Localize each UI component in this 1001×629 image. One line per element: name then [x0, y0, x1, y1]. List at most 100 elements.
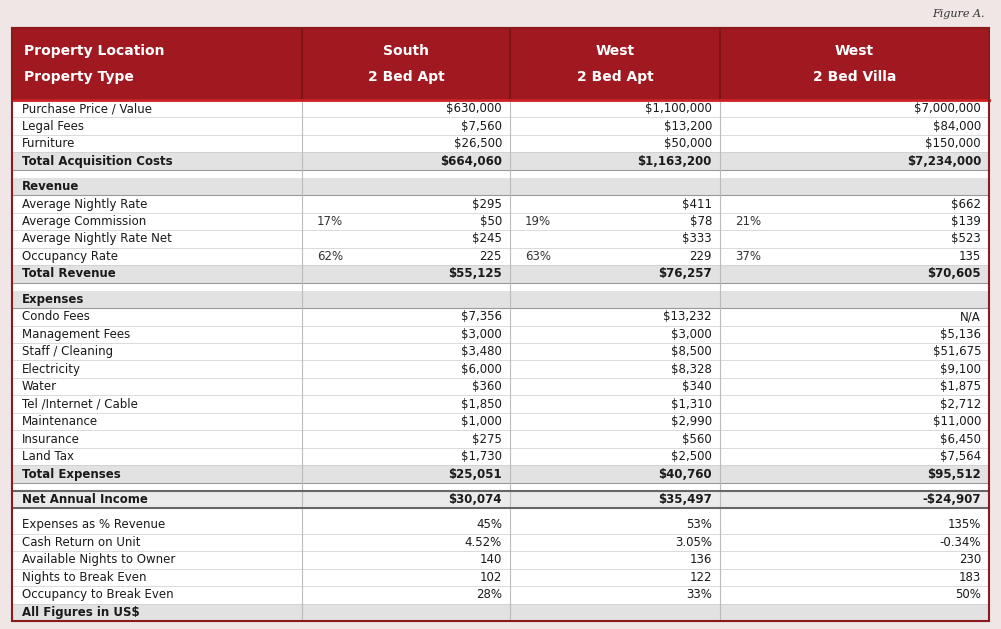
- Text: 136: 136: [690, 554, 712, 566]
- Text: $1,100,000: $1,100,000: [645, 103, 712, 115]
- Text: $25,051: $25,051: [448, 467, 502, 481]
- Bar: [12, 533, 989, 551]
- Bar: [12, 100, 989, 621]
- Bar: [12, 326, 989, 343]
- Text: 3.05%: 3.05%: [675, 536, 712, 549]
- Text: Legal Fees: Legal Fees: [22, 120, 84, 133]
- Text: $26,500: $26,500: [453, 137, 502, 150]
- Text: $664,060: $664,060: [440, 155, 502, 168]
- Text: $245: $245: [472, 233, 502, 245]
- Bar: [12, 343, 989, 360]
- Text: $40,760: $40,760: [659, 467, 712, 481]
- Text: $3,000: $3,000: [672, 328, 712, 341]
- Text: $1,875: $1,875: [940, 380, 981, 393]
- Text: $295: $295: [472, 198, 502, 211]
- Text: $7,560: $7,560: [461, 120, 502, 133]
- Bar: [12, 265, 989, 282]
- Text: Total Acquisition Costs: Total Acquisition Costs: [22, 155, 172, 168]
- Text: Expenses as % Revenue: Expenses as % Revenue: [22, 518, 165, 532]
- Text: West: West: [596, 44, 635, 58]
- Text: $523: $523: [951, 233, 981, 245]
- Text: $11,000: $11,000: [933, 415, 981, 428]
- Text: 2 Bed Villa: 2 Bed Villa: [813, 70, 896, 84]
- Text: $360: $360: [472, 380, 502, 393]
- Bar: [12, 378, 989, 396]
- Text: Revenue: Revenue: [22, 180, 79, 193]
- Bar: [12, 118, 989, 135]
- Text: $5,136: $5,136: [940, 328, 981, 341]
- Text: $6,450: $6,450: [940, 433, 981, 446]
- Text: Purchase Price / Value: Purchase Price / Value: [22, 103, 152, 115]
- Text: Nights to Break Even: Nights to Break Even: [22, 571, 146, 584]
- Bar: [12, 603, 989, 621]
- Text: $55,125: $55,125: [448, 267, 502, 281]
- Text: $7,000,000: $7,000,000: [914, 103, 981, 115]
- Text: 140: 140: [479, 554, 502, 566]
- Bar: [12, 195, 989, 213]
- Bar: [12, 413, 989, 430]
- Text: Average Commission: Average Commission: [22, 215, 146, 228]
- Bar: [12, 230, 989, 248]
- Text: Property Location: Property Location: [24, 44, 164, 58]
- Text: 122: 122: [690, 571, 712, 584]
- Bar: [12, 551, 989, 569]
- Bar: [0, 0, 1001, 28]
- Text: 62%: 62%: [317, 250, 343, 263]
- Bar: [12, 465, 989, 483]
- Text: $1,850: $1,850: [461, 398, 502, 411]
- Text: 2 Bed Apt: 2 Bed Apt: [577, 70, 654, 84]
- Bar: [12, 248, 989, 265]
- Text: Occupancy to Break Even: Occupancy to Break Even: [22, 588, 173, 601]
- Text: $8,500: $8,500: [672, 345, 712, 359]
- Text: $8,328: $8,328: [671, 363, 712, 376]
- Text: $76,257: $76,257: [659, 267, 712, 281]
- Bar: [12, 308, 989, 326]
- Text: 102: 102: [479, 571, 502, 584]
- Text: Expenses: Expenses: [22, 293, 84, 306]
- Text: $7,356: $7,356: [461, 310, 502, 323]
- Text: 230: 230: [959, 554, 981, 566]
- Text: Figure A.: Figure A.: [933, 9, 985, 19]
- Text: 19%: 19%: [525, 215, 552, 228]
- Text: $7,564: $7,564: [940, 450, 981, 463]
- Text: Occupancy Rate: Occupancy Rate: [22, 250, 118, 263]
- Text: 135%: 135%: [948, 518, 981, 532]
- Text: 4.52%: 4.52%: [464, 536, 502, 549]
- Text: $50,000: $50,000: [664, 137, 712, 150]
- Text: $1,000: $1,000: [461, 415, 502, 428]
- Text: 21%: 21%: [735, 215, 761, 228]
- Text: West: West: [835, 44, 874, 58]
- Text: 33%: 33%: [686, 588, 712, 601]
- Bar: [12, 135, 989, 152]
- Text: Average Nightly Rate: Average Nightly Rate: [22, 198, 147, 211]
- Text: $340: $340: [683, 380, 712, 393]
- Text: South: South: [383, 44, 429, 58]
- Text: $662: $662: [951, 198, 981, 211]
- Bar: [12, 448, 989, 465]
- Text: N/A: N/A: [960, 310, 981, 323]
- Text: $1,163,200: $1,163,200: [638, 155, 712, 168]
- Text: $9,100: $9,100: [940, 363, 981, 376]
- Text: Water: Water: [22, 380, 57, 393]
- Text: Average Nightly Rate Net: Average Nightly Rate Net: [22, 233, 172, 245]
- Text: $6,000: $6,000: [461, 363, 502, 376]
- Text: $95,512: $95,512: [927, 467, 981, 481]
- Text: Insurance: Insurance: [22, 433, 80, 446]
- Text: 183: 183: [959, 571, 981, 584]
- Text: $35,497: $35,497: [659, 493, 712, 506]
- Text: 229: 229: [690, 250, 712, 263]
- Text: Available Nights to Owner: Available Nights to Owner: [22, 554, 175, 566]
- Text: $411: $411: [682, 198, 712, 211]
- Text: 135: 135: [959, 250, 981, 263]
- Text: Total Revenue: Total Revenue: [22, 267, 116, 281]
- Text: -$24,907: -$24,907: [923, 493, 981, 506]
- Text: Property Type: Property Type: [24, 70, 134, 84]
- Bar: [12, 396, 989, 413]
- Bar: [12, 28, 989, 100]
- Text: $3,480: $3,480: [461, 345, 502, 359]
- Text: $51,675: $51,675: [933, 345, 981, 359]
- Bar: [12, 360, 989, 378]
- Text: 45%: 45%: [476, 518, 502, 532]
- Text: 37%: 37%: [735, 250, 761, 263]
- Text: $2,500: $2,500: [671, 450, 712, 463]
